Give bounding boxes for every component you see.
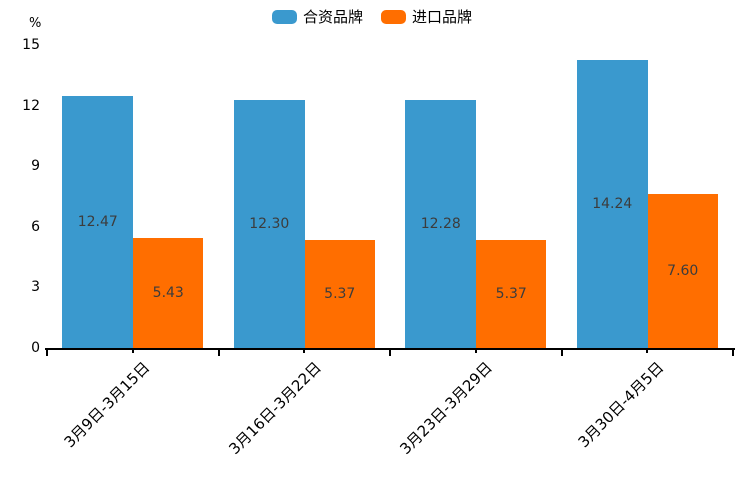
x-axis-minor-tick [474,350,477,353]
x-tick-label: 3月9日-3月15日 [60,358,153,452]
legend-item-imported-brands[interactable]: 进口品牌 [381,9,472,25]
x-axis-line [45,348,735,350]
bar-imported [133,238,204,348]
bar-joint-venture [405,99,477,348]
bar-imported [476,239,547,348]
x-axis-minor-tick [303,350,306,353]
legend-label: 合资品牌 [302,8,363,26]
bar-value-label: 12.47 [77,214,118,231]
y-axis-unit-label: % [29,16,42,31]
legend-item-joint-venture-brands[interactable]: 合资品牌 [271,8,363,26]
y-tick-label: 12 [22,97,40,114]
x-axis-tick [46,350,48,356]
legend-swatch-orange-icon [381,10,406,24]
legend-label: 进口品牌 [412,8,473,26]
x-axis-minor-tick [131,350,134,353]
x-axis-minor-tick [646,350,649,353]
bar-joint-venture [62,96,134,348]
bar-value-label: 12.28 [420,215,461,232]
x-tick-label: 3月16日-3月22日 [224,358,325,458]
y-tick-label: 9 [31,158,40,175]
bar-joint-venture [233,99,305,348]
bar-value-label: 5.37 [495,285,527,302]
legend-swatch-blue-icon [271,10,297,24]
bar-value-label: 5.37 [324,285,356,302]
bar-value-label: 14.24 [592,196,633,213]
x-tick-label: 3月23日-3月29日 [396,358,496,458]
x-axis-tick [560,350,563,356]
y-tick-label: 15 [22,37,40,53]
bar-joint-venture [576,60,648,348]
y-tick-label: 3 [31,279,40,296]
bar-value-label: 7.60 [667,263,699,280]
y-tick-label: 0 [31,340,40,356]
bar-imported [647,194,718,348]
x-axis-tick [217,350,220,356]
bar-value-label: 5.43 [152,285,184,302]
x-axis-tick [389,350,391,356]
bar-value-label: 12.30 [249,215,290,232]
y-tick-label: 6 [31,218,40,235]
chart-legend: 合资品牌 进口品牌 [0,9,744,25]
x-tick-label: 3月30日-4月5日 [574,358,668,452]
x-axis-tick [732,350,734,356]
bar-imported [304,239,375,348]
